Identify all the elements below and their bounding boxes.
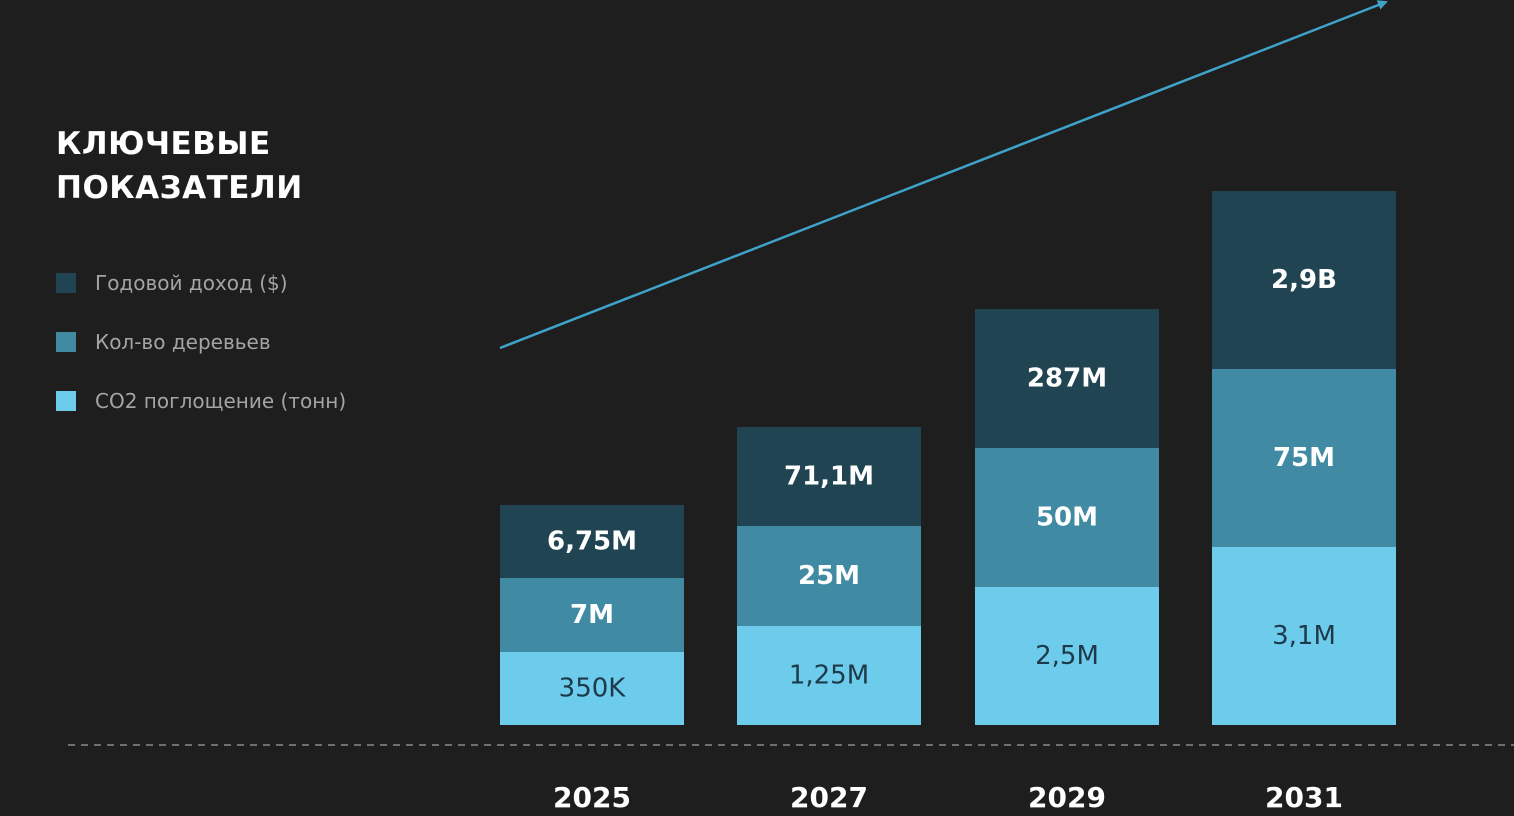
bar-segment-co2-2027: [737, 626, 921, 725]
legend-label-revenue: Годовой доход ($): [95, 271, 288, 295]
data-label-trees-2025: 7M: [570, 600, 614, 630]
chart-title: КЛЮЧЕВЫЕ ПОКАЗАТЕЛИ: [56, 126, 303, 206]
legend: Годовой доход ($) Кол-во деревьев CO2 по…: [56, 268, 346, 445]
data-label-revenue-2029: 287M: [1027, 364, 1107, 394]
data-label-trees-2031: 75M: [1273, 443, 1335, 473]
x-axis-labels: 2025 2027 2029 2031: [553, 781, 1343, 814]
data-label-trees-2027: 25M: [798, 561, 860, 591]
data-label-revenue-2027: 71,1M: [784, 462, 874, 492]
bar-segment-revenue-2031: [1212, 191, 1396, 369]
bar-segment-revenue-2029: [975, 309, 1159, 448]
x-tick-label-2025: 2025: [553, 781, 631, 814]
bar-segment-trees-2025: [500, 578, 684, 652]
legend-label-trees: Кол-во деревьев: [95, 330, 271, 354]
legend-swatch-revenue: [56, 273, 76, 293]
trend-arrow: [499, 0, 1388, 350]
legend-swatch-co2: [56, 391, 76, 411]
data-label-revenue-2031: 2,9B: [1271, 265, 1337, 295]
data-label-revenue-2025: 6,75M: [547, 527, 637, 557]
data-label-co2-2029: 2,5M: [1035, 641, 1099, 671]
bar-segment-trees-2031: [1212, 369, 1396, 547]
bars-layer: 350K 7M 6,75M 1,25M 25M 71,1M 2,5M 50M 287M 3,1M 7…: [500, 191, 1396, 725]
legend-item-trees: Кол-во деревьев: [56, 327, 346, 357]
legend-item-co2: CO2 поглощение (тонн): [56, 386, 346, 416]
bar-segment-co2-2025: [500, 652, 684, 725]
x-tick-label-2029: 2029: [1028, 781, 1106, 814]
data-label-co2-2027: 1,25M: [789, 661, 869, 691]
data-label-trees-2029: 50M: [1036, 503, 1098, 533]
x-tick-label-2031: 2031: [1265, 781, 1343, 814]
legend-swatch-trees: [56, 332, 76, 352]
data-label-co2-2031: 3,1M: [1272, 621, 1336, 651]
bar-segment-trees-2027: [737, 526, 921, 626]
legend-label-co2: CO2 поглощение (тонн): [95, 389, 347, 413]
legend-item-revenue: Годовой доход ($): [56, 268, 346, 298]
bar-segment-revenue-2027: [737, 427, 921, 526]
x-tick-label-2027: 2027: [790, 781, 868, 814]
bar-segment-co2-2029: [975, 587, 1159, 725]
bar-segment-revenue-2025: [500, 505, 684, 578]
bar-segment-trees-2029: [975, 448, 1159, 587]
data-label-co2-2025: 350K: [559, 674, 627, 704]
bar-segment-co2-2031: [1212, 547, 1396, 725]
